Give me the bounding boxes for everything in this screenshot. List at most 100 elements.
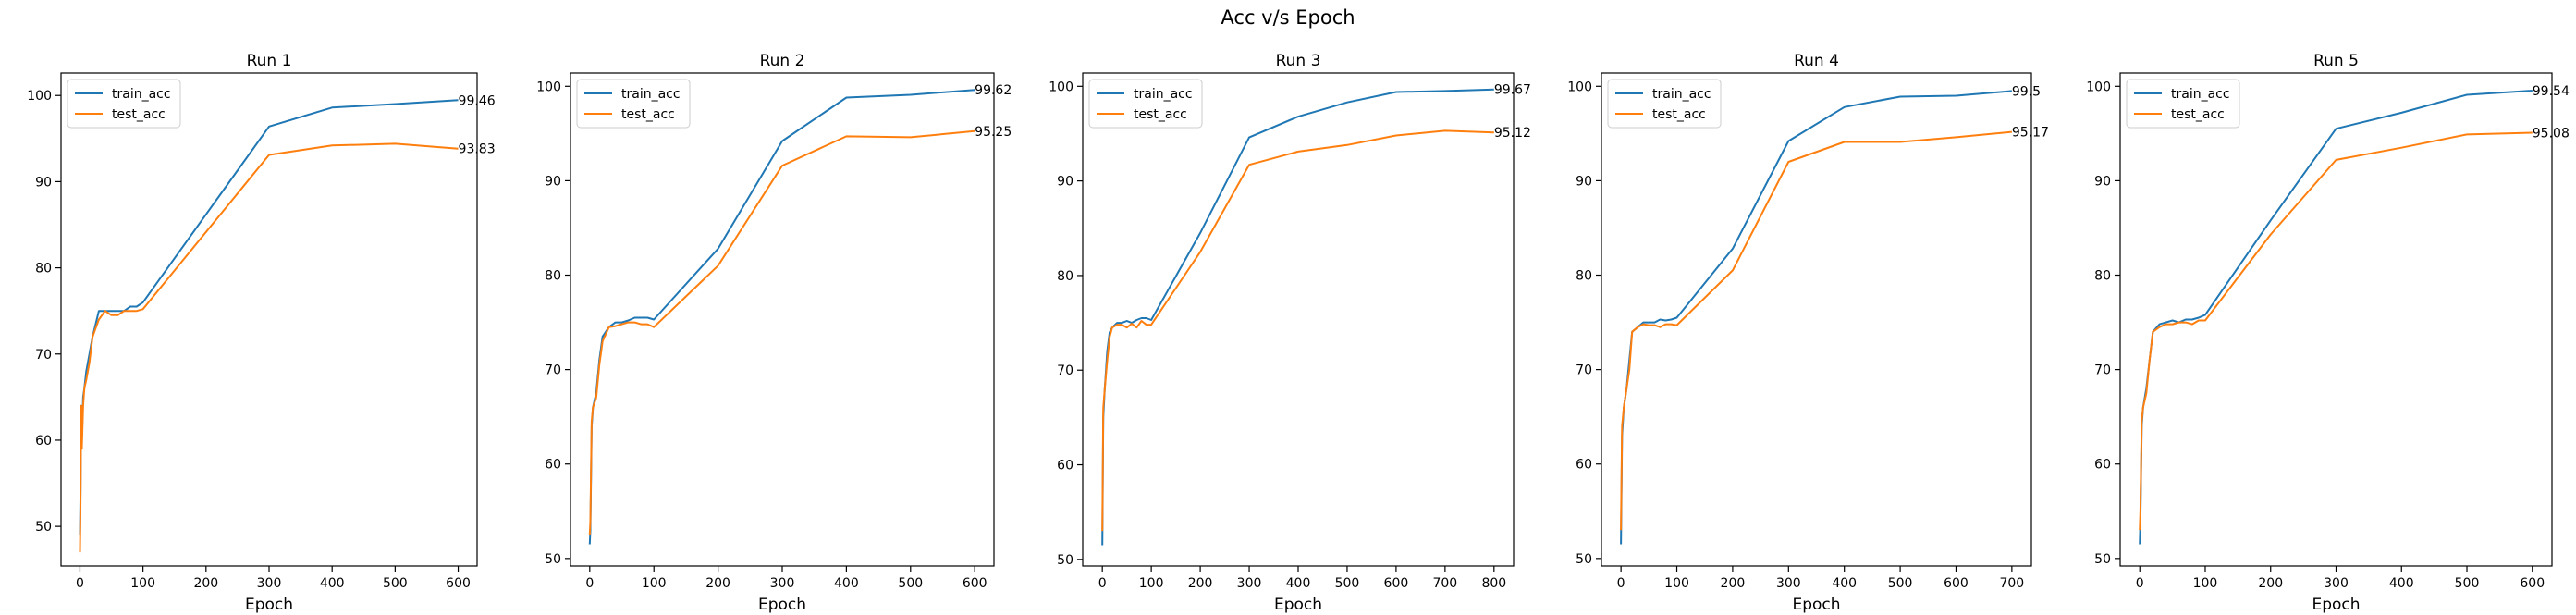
legend-box [576, 79, 691, 129]
y-tick-label: 90 [35, 175, 52, 190]
subplot-title: Run 3 [1276, 52, 1321, 70]
x-tick-label: 200 [705, 576, 730, 591]
x-tick-label: 300 [1237, 576, 1262, 591]
train_acc-line [1620, 90, 2012, 545]
x-tick-label: 100 [1664, 576, 1689, 591]
y-tick-label: 100 [536, 80, 561, 94]
axes-frame [1601, 72, 2032, 567]
legend-box [2126, 79, 2240, 129]
y-tick-label: 50 [545, 552, 561, 567]
x-tick-label: 400 [320, 576, 345, 591]
legend: train_acc test_acc [2126, 79, 2240, 129]
subplot-run-3: Run 3 99.67 95.12 0 100 200 300 400 500 600 700 800… [1049, 52, 1531, 614]
x-axis-label: Epoch [245, 596, 293, 614]
legend: train_acc test_acc [1607, 79, 1722, 129]
train_acc-line [79, 99, 459, 535]
test_acc-line [79, 142, 459, 553]
subplot-title: Run 1 [247, 52, 292, 70]
x-tick-label: 600 [1384, 576, 1409, 591]
test_acc-end-label: 95.17 [2012, 126, 2049, 141]
subplot-title: Run 4 [1794, 52, 1839, 70]
axes-frame [1082, 72, 1515, 567]
y-tick-label: 70 [35, 348, 52, 363]
legend: train_acc test_acc [67, 79, 181, 129]
legend-box [1607, 79, 1722, 129]
test_acc-end-label: 95.25 [975, 125, 1012, 140]
x-tick-label: 0 [76, 576, 84, 591]
train_acc-end-label: 99.54 [2533, 84, 2570, 99]
x-tick-label: 100 [130, 576, 155, 591]
x-tick-label: 700 [1999, 576, 2024, 591]
x-tick-label: 0 [1617, 576, 1625, 591]
y-tick-label: 100 [2086, 80, 2111, 94]
x-tick-label: 700 [1432, 576, 1457, 591]
train_acc-legend-label: train_acc [621, 87, 681, 102]
y-tick-label: 90 [1576, 174, 1592, 189]
y-tick-label: 90 [2094, 174, 2111, 189]
train_acc-end-label: 99.5 [2012, 84, 2041, 99]
train_acc-legend-label: train_acc [2171, 87, 2230, 102]
x-tick-label: 100 [642, 576, 667, 591]
y-tick-label: 80 [545, 269, 561, 284]
y-tick-label: 80 [35, 262, 52, 277]
x-tick-label: 100 [2193, 576, 2218, 591]
y-tick-label: 100 [27, 89, 52, 104]
x-tick-label: 500 [1335, 576, 1360, 591]
train_acc-end-label: 99.62 [975, 83, 1012, 98]
x-tick-label: 400 [1832, 576, 1857, 591]
test_acc-end-label: 95.12 [1494, 126, 1531, 141]
x-tick-label: 300 [2324, 576, 2349, 591]
x-tick-label: 0 [2136, 576, 2144, 591]
x-tick-label: 400 [2389, 576, 2414, 591]
x-tick-label: 600 [963, 576, 987, 591]
x-tick-label: 500 [898, 576, 923, 591]
y-tick-label: 60 [1576, 458, 1592, 473]
x-axis-label: Epoch [1274, 596, 1322, 614]
test_acc-line [1101, 129, 1494, 532]
train_acc-line [2139, 90, 2533, 545]
y-tick-label: 50 [35, 520, 52, 535]
train_acc-line [588, 89, 975, 545]
x-tick-label: 800 [1481, 576, 1506, 591]
subplot-run-5: Run 5 99.54 95.08 0 100 200 300 400 500 600 50 60 70… [2086, 52, 2570, 614]
x-axis-label: Epoch [1792, 596, 1840, 614]
legend: train_acc test_acc [576, 79, 691, 129]
train_acc-line [1101, 88, 1494, 546]
x-axis-label: Epoch [758, 596, 806, 614]
x-tick-label: 0 [585, 576, 594, 591]
y-tick-label: 70 [2094, 363, 2111, 378]
x-tick-label: 400 [1286, 576, 1311, 591]
train_acc-legend-label: train_acc [1134, 87, 1193, 102]
y-tick-label: 90 [1057, 175, 1073, 190]
test_acc-legend-label: test_acc [112, 107, 166, 122]
x-axis-label: Epoch [2312, 596, 2360, 614]
x-tick-label: 100 [1139, 576, 1164, 591]
y-tick-label: 50 [1057, 553, 1073, 568]
test_acc-legend-label: test_acc [1652, 107, 1706, 122]
x-tick-label: 500 [1888, 576, 1913, 591]
legend-box [67, 79, 181, 129]
train_acc-legend-label: train_acc [1652, 87, 1711, 102]
x-tick-label: 600 [446, 576, 471, 591]
subplot-title: Run 5 [2313, 52, 2359, 70]
y-tick-label: 80 [1576, 269, 1592, 284]
axes-frame [60, 72, 478, 567]
legend-box [1088, 79, 1203, 129]
x-tick-label: 200 [193, 576, 218, 591]
y-tick-label: 60 [35, 434, 52, 449]
y-tick-label: 60 [545, 458, 561, 473]
x-tick-label: 300 [770, 576, 795, 591]
subplot-title: Run 2 [760, 52, 805, 70]
x-tick-label: 200 [2258, 576, 2283, 591]
x-tick-label: 500 [383, 576, 408, 591]
train_acc-legend-label: train_acc [112, 87, 171, 102]
y-tick-label: 50 [2094, 552, 2111, 567]
test_acc-line [588, 129, 975, 535]
y-tick-label: 100 [1049, 80, 1073, 94]
y-tick-label: 50 [1576, 552, 1592, 567]
y-tick-label: 70 [1057, 363, 1073, 378]
test_acc-legend-label: test_acc [1134, 107, 1187, 122]
